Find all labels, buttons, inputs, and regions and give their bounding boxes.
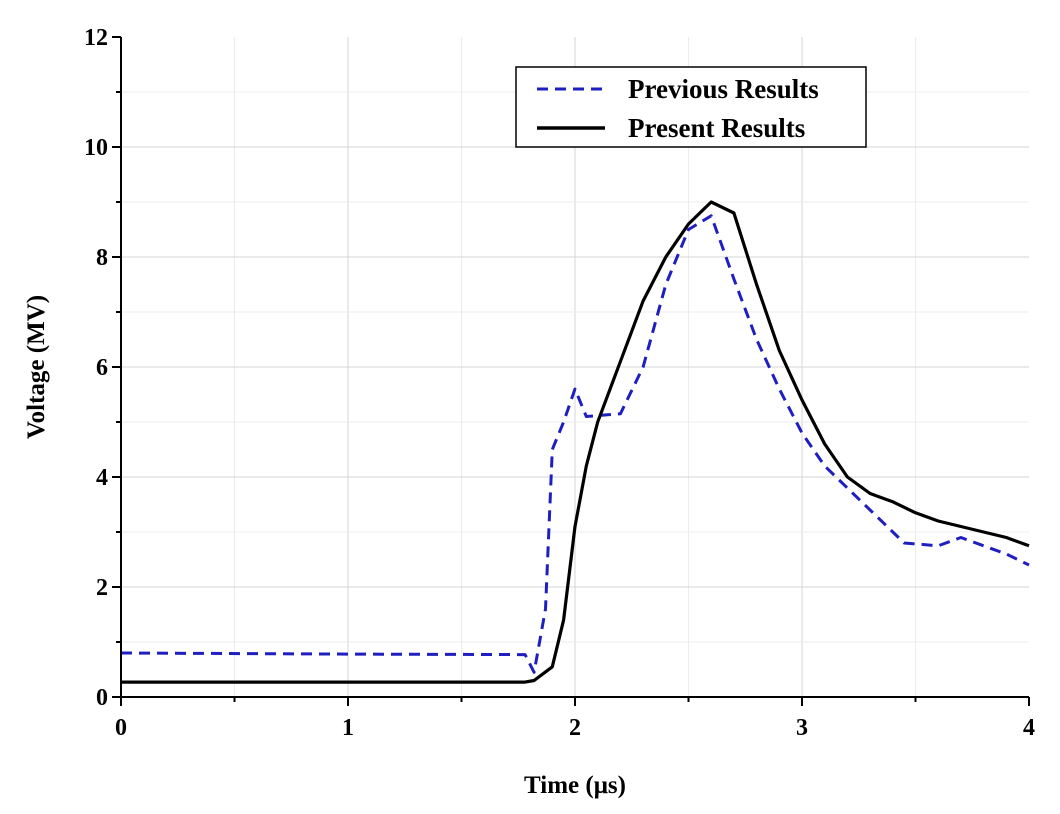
legend-box (515, 66, 867, 148)
x-tick-label: 4 (1023, 715, 1035, 741)
legend-label-previous: Previous Results (628, 74, 819, 104)
y-tick-label: 4 (96, 465, 108, 491)
x-tick-label: 2 (569, 715, 581, 741)
x-axis-title: Time (μs) (524, 772, 626, 799)
x-tick-label: 1 (342, 715, 354, 741)
series-line-present-results (121, 200, 1030, 684)
legend-label-present: Present Results (628, 113, 805, 143)
x-axis-ticks: 0 1 2 3 4 (115, 697, 1035, 741)
x-tick-label: 3 (796, 715, 808, 741)
y-tick-label: 6 (96, 355, 108, 381)
y-tick-label: 8 (96, 245, 108, 271)
x-tick-label: 0 (115, 715, 127, 741)
y-tick-label: 12 (84, 25, 108, 51)
series-lines (120, 200, 1030, 684)
y-tick-label: 10 (84, 135, 108, 161)
y-tick-label: 2 (96, 575, 108, 601)
y-axis-ticks: 0 2 4 6 8 10 12 (84, 25, 121, 711)
legend: Previous Results Present Results (515, 66, 867, 148)
y-axis-title: Voltage (MV) (23, 295, 50, 439)
series-line-previous-results (120, 214, 1030, 674)
y-tick-label: 0 (96, 685, 108, 711)
